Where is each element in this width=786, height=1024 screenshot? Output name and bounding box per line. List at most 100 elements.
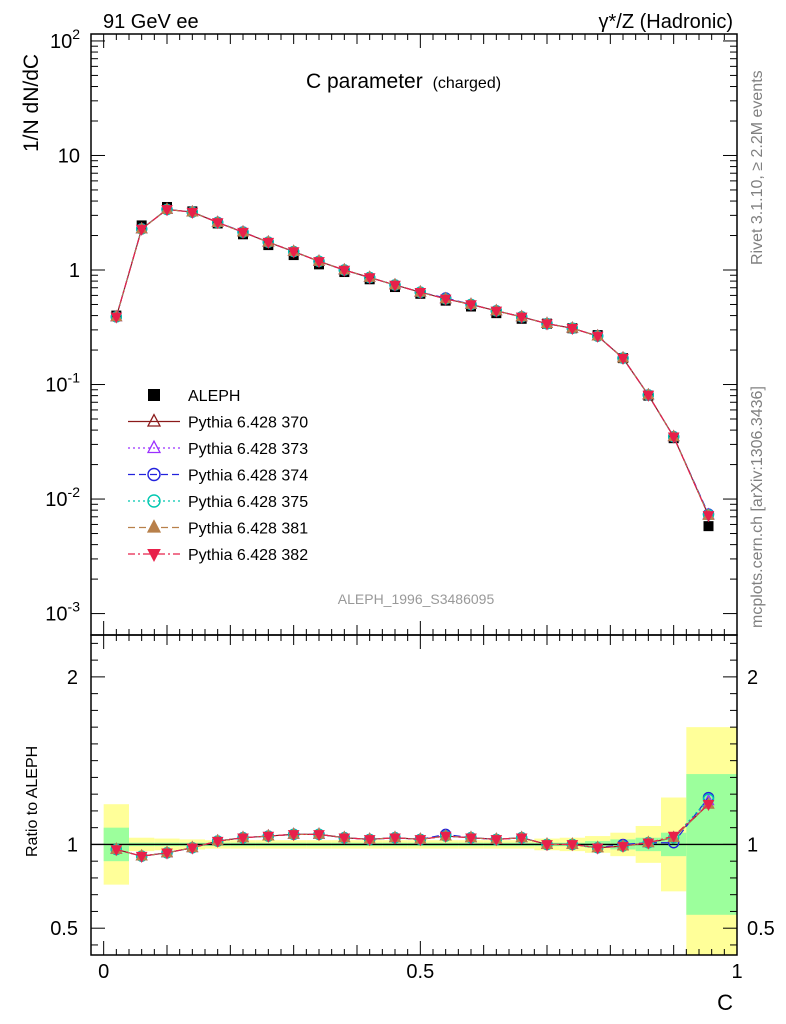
legend-label: Pythia 6.428 381 xyxy=(188,521,308,538)
y-tick-label-base: 10 xyxy=(58,145,80,167)
data-point xyxy=(313,257,325,269)
y-tick-label: 1 xyxy=(69,260,80,282)
rivet-version-label: Rivet 3.1.10, ≥ 2.2M events xyxy=(749,70,766,265)
series-6 xyxy=(110,205,715,523)
ratio-y-tick-label-right: 2 xyxy=(747,667,758,689)
data-point xyxy=(703,521,714,532)
x-tick-label: 0.5 xyxy=(406,961,434,983)
legend-marker xyxy=(147,549,161,562)
y-tick-label-exponent: 2 xyxy=(72,26,80,42)
ratio-point xyxy=(642,838,655,850)
data-point xyxy=(211,218,224,230)
ratio-point xyxy=(439,831,452,843)
legend-marker xyxy=(146,439,162,454)
y-tick-label-base: 10 xyxy=(45,375,67,397)
chart-title: C parameter (charged) xyxy=(306,70,501,93)
ratio-point xyxy=(135,851,148,863)
y-tick-label-base: 10 xyxy=(45,604,67,626)
data-point xyxy=(439,294,452,306)
ratio-point xyxy=(617,841,629,853)
main-y-axis-label: 1/N dN/dC xyxy=(20,54,43,152)
y-tick-label: 102 xyxy=(50,26,80,53)
data-point xyxy=(237,227,249,239)
y-tick-label: 10-1 xyxy=(45,370,80,397)
legend-label: Pythia 6.428 375 xyxy=(188,494,308,511)
ratio-series-line xyxy=(116,803,709,857)
ratio-point xyxy=(237,833,249,845)
ratio-y-axis-label: Ratio to ALEPH xyxy=(24,746,41,857)
y-tick-label-base: 10 xyxy=(50,31,72,53)
ratio-point xyxy=(110,845,123,857)
x-tick-label: 0 xyxy=(98,961,109,983)
legend-entry: Pythia 6.428 374 xyxy=(128,468,308,485)
legend: ALEPH Pythia 6.428 370 Pythia 6.428 373 Pyt… xyxy=(128,388,308,564)
data-point xyxy=(465,300,477,312)
data-point xyxy=(186,207,199,219)
data-point xyxy=(667,432,680,444)
ratio-point xyxy=(161,848,173,860)
legend-marker xyxy=(146,413,162,427)
legend-entry: Pythia 6.428 381 xyxy=(128,519,308,538)
ratio-point xyxy=(566,840,579,852)
ratio-point xyxy=(541,840,553,852)
legend-marker xyxy=(146,519,162,533)
y-tick-label-exponent: -3 xyxy=(68,599,81,615)
ratio-point xyxy=(389,833,401,845)
legend-label: Pythia 6.428 382 xyxy=(188,547,308,564)
ratio-point xyxy=(414,835,427,847)
data-point xyxy=(642,390,655,402)
ratio-y-tick-label-right: 0.5 xyxy=(747,918,775,940)
ratio-y-tick-label: 0.5 xyxy=(50,918,78,940)
ratio-y-tick-label: 2 xyxy=(67,667,78,689)
legend-entry: Pythia 6.428 375 xyxy=(128,494,308,511)
y-tick-label: 10-3 xyxy=(45,599,80,626)
x-axis-label: C xyxy=(717,990,733,1015)
data-point xyxy=(135,224,148,236)
chart-title-main: C parameter xyxy=(306,70,423,93)
legend-label: ALEPH xyxy=(188,388,240,405)
legend-entry: ALEPH xyxy=(148,388,240,405)
ratio-point xyxy=(313,830,325,842)
main-plot-frame xyxy=(90,33,738,636)
data-point xyxy=(541,319,553,331)
ratio-point xyxy=(287,830,300,842)
ratio-axes: 0.5 0.51 12 20 0.5 1 xyxy=(50,635,775,983)
data-point xyxy=(287,247,300,259)
ratio-point xyxy=(667,831,680,843)
data-point xyxy=(617,353,629,365)
main-data-layer xyxy=(110,201,715,532)
ratio-plot-frame xyxy=(90,634,738,956)
ratio-y-tick-label-right: 1 xyxy=(747,834,758,856)
y-tick-label-exponent: -2 xyxy=(68,484,81,500)
legend-label: Pythia 6.428 374 xyxy=(188,468,308,485)
data-point xyxy=(363,273,376,285)
ratio-point xyxy=(211,836,224,848)
data-point xyxy=(515,312,528,324)
legend-marker xyxy=(147,494,161,508)
ratio-point xyxy=(591,843,604,855)
data-point xyxy=(702,511,715,523)
data-point xyxy=(566,324,579,336)
data-point xyxy=(161,205,173,217)
ratio-point xyxy=(186,843,199,855)
data-point xyxy=(338,265,351,277)
legend-label: Pythia 6.428 373 xyxy=(188,441,308,458)
legend-marker xyxy=(147,467,161,482)
ratio-series-5 xyxy=(110,799,715,863)
data-point xyxy=(262,237,275,249)
ratio-point xyxy=(490,835,503,847)
legend-entry: Pythia 6.428 382 xyxy=(128,547,308,564)
y-tick-label-exponent: -1 xyxy=(68,370,81,386)
ratio-data-layer xyxy=(91,727,737,955)
data-point xyxy=(414,287,427,300)
legend-entry: Pythia 6.428 373 xyxy=(128,439,308,458)
header-left-label: 91 GeV ee xyxy=(103,11,199,33)
ratio-panel: 0.5 0.51 12 20 0.5 1 Ratio to ALEPH C xyxy=(24,634,775,1015)
ratio-y-tick-label: 1 xyxy=(67,834,78,856)
analysis-watermark: ALEPH_1996_S3486095 xyxy=(338,591,495,607)
ratio-point xyxy=(465,833,477,845)
mcplots-label: mcplots.cern.ch [arXiv:1306.3436] xyxy=(749,386,766,628)
